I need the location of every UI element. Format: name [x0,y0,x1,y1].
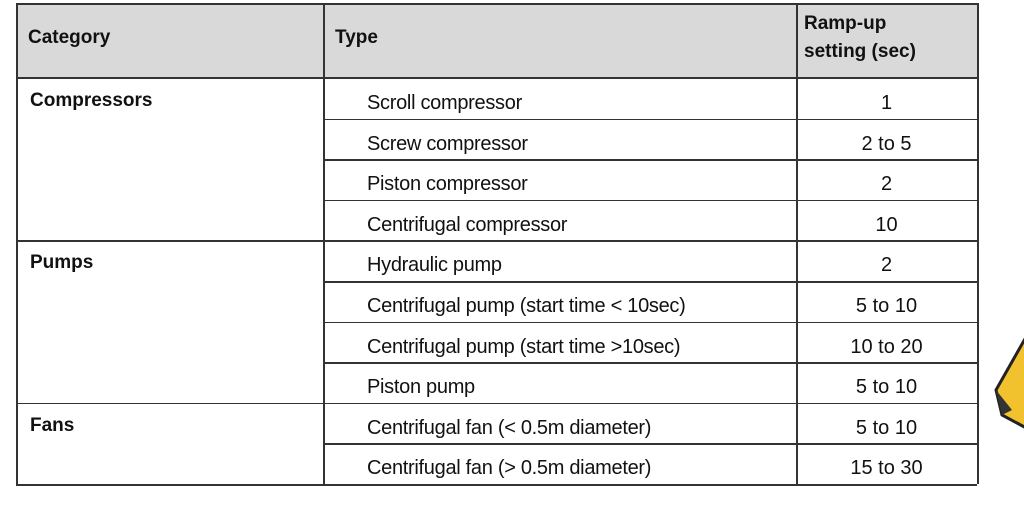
row-rule [323,118,977,121]
row-rule [323,159,977,161]
type: Centrifugal fan (> 0.5m diameter) [367,457,652,480]
type: Hydraulic pump [367,254,502,277]
column-rule [16,3,18,484]
group-rule [16,484,977,486]
group-rule [16,240,977,242]
header-rule [16,77,977,79]
group-rule [16,402,977,405]
column-rule [796,3,798,484]
category: Fans [30,414,75,436]
border [16,3,977,5]
type: Scroll compressor [367,92,522,114]
type: Screw compressor [367,132,528,155]
setting: 5 to 10 [855,416,918,439]
setting: 5 to 10 [855,295,918,317]
type: Centrifugal compressor [367,213,568,236]
setting: 2 [880,254,893,277]
header-setting: Ramp-up setting (sec) [804,13,916,62]
setting: 5 to 10 [855,376,918,399]
type: Centrifugal pump (start time >10sec) [367,335,681,358]
type: Centrifugal fan (< 0.5m diameter) [367,416,652,439]
setting: 2 [880,173,893,196]
header-type: Type [335,27,378,48]
row-rule [323,321,977,324]
type: Centrifugal pump (start time < 10sec) [367,295,686,317]
row-rule [323,199,977,202]
header-background [16,3,977,78]
setting: 10 [875,213,898,236]
row-rule [323,443,977,445]
row-rule [323,362,977,364]
column-rule [323,3,325,484]
type: Piston compressor [367,173,528,196]
category: Compressors [30,90,153,111]
setting: 10 to 20 [850,335,923,358]
header-category: Category [28,27,111,48]
column-rule [977,3,979,484]
row-rule [323,281,977,283]
setting: 2 to 5 [861,132,912,155]
category: Pumps [30,252,94,274]
type: Piston pump [367,376,475,399]
pencil-icon [994,337,1024,429]
setting: 1 [880,92,893,114]
setting: 15 to 30 [850,457,923,480]
